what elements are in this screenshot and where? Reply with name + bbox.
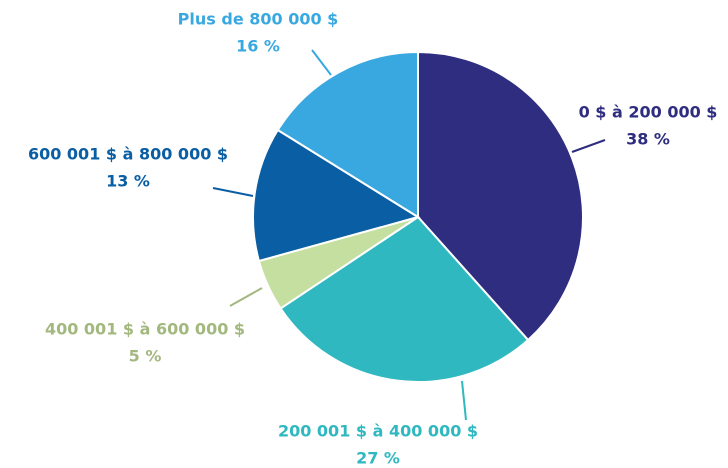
leader-line [311,49,332,76]
slice-value: 38 % [626,130,670,149]
pie-slice [417,50,584,342]
pie-slice [276,50,419,219]
slice-value: 16 % [236,37,280,56]
slice-label: Plus de 800 000 $ [178,10,339,29]
slice-label: 600 001 $ à 800 000 $ [28,145,228,164]
slice-label: 200 001 $ à 400 000 $ [278,422,478,441]
slice-label: 400 001 $ à 600 000 $ [45,320,245,339]
slice-value: 13 % [106,172,150,191]
slice-value: 5 % [129,347,162,366]
leader-line [229,287,263,307]
leader-line [571,139,606,153]
pie-slice [279,215,530,383]
leader-line [212,187,254,197]
slice-value: 27 % [356,449,400,468]
slice-label: 0 $ à 200 000 $ [579,103,718,122]
pie-slice [252,128,421,263]
leader-line [461,380,467,421]
